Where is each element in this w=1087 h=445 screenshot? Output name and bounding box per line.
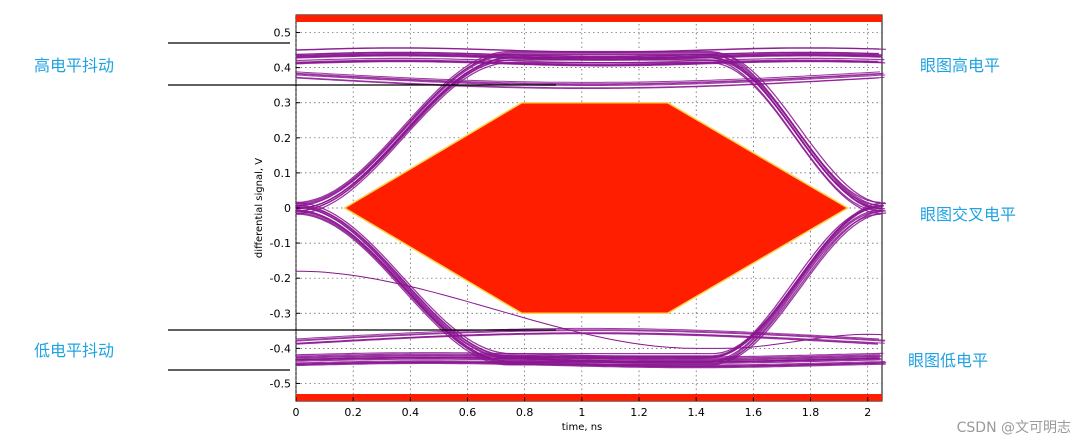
limit-bars: [296, 15, 882, 401]
eye-trace-bottom-rail: [295, 357, 879, 363]
y-tick-label: 0.1: [274, 167, 292, 180]
y-tick-label: -0.4: [270, 342, 291, 355]
annotation-high-jitter: 高电平抖动: [34, 56, 115, 75]
y-tick-label: 0.2: [274, 132, 292, 145]
x-tick-label: 2: [864, 406, 871, 419]
eye-trace-upper-inner: [295, 77, 880, 89]
x-tick-label: 0.2: [344, 406, 362, 419]
x-axis-label: time, ns: [562, 422, 603, 433]
eye-trace-top-rail: [295, 51, 880, 58]
annotation-eye-low: 眼图低电平: [908, 351, 989, 370]
x-tick-label: 0: [293, 406, 300, 419]
x-tick-label: 0.8: [516, 406, 534, 419]
eye-trace-upper-inner: [295, 72, 884, 85]
eye-trace-upper-arc: [295, 59, 885, 212]
y-tick-label: -0.2: [270, 272, 291, 285]
eye-trace-lower-arc: [295, 213, 881, 366]
annotation-eye-high: 眼图高电平: [920, 56, 1001, 75]
eye-trace-upper-arc: [295, 50, 881, 204]
x-tick-label: 1.6: [745, 406, 763, 419]
upper-limit-bar: [296, 15, 882, 22]
x-tick-label: 1: [578, 406, 585, 419]
annotation-eye-cross: 眼图交叉电平: [920, 205, 1017, 224]
x-tick-label: 0.4: [402, 406, 420, 419]
y-tick-label: 0.5: [274, 27, 292, 40]
eye-trace-top-rail: [295, 61, 886, 67]
eye-trace-top-rail: [295, 60, 882, 66]
eye-trace-stray: [296, 270, 883, 349]
x-tick-label: 1.8: [802, 406, 820, 419]
eye-trace-top-rail: [295, 59, 879, 65]
y-tick-label: 0.3: [274, 97, 292, 110]
eye-trace-lower-arc: [295, 210, 886, 363]
eye-mask-polygon: [343, 101, 850, 315]
eye-trace-lower-arc: [295, 206, 882, 359]
annotation-low-jitter: 低电平抖动: [34, 341, 115, 360]
y-tick-label: 0.4: [274, 62, 292, 75]
x-tick-label: 0.6: [459, 406, 477, 419]
eye-trace-lower-arc: [295, 205, 885, 358]
eye-trace-bottom-rail: [295, 362, 886, 369]
eye-trace-lower-inner: [295, 329, 886, 341]
y-axis-label: differential signal, V: [254, 158, 265, 258]
eye-trace-lower-inner: [295, 332, 879, 345]
x-tick-label: 1.4: [687, 406, 705, 419]
eye-trace-upper-inner: [295, 74, 886, 86]
annotation-guide-lines: [168, 42, 556, 371]
eye-trace-upper-inner: [295, 73, 882, 86]
y-tick-label: -0.5: [270, 377, 291, 390]
eye-trace-upper-inner: [295, 76, 885, 89]
eye-traces: [295, 47, 887, 369]
eye-trace-upper-inner: [295, 71, 881, 83]
eye-trace-lower-inner: [295, 327, 880, 340]
y-tick-label: -0.3: [270, 307, 291, 320]
x-tick-label: 1.2: [630, 406, 648, 419]
eye-trace-bottom-rail: [295, 355, 881, 361]
eye-trace-upper-arc: [295, 52, 887, 205]
eye-trace-lower-arc: [295, 212, 887, 365]
eye-trace-top-rail: [295, 54, 880, 60]
lower-limit-bar: [296, 394, 882, 401]
y-tick-label: 0: [284, 202, 291, 215]
y-tick-label: -0.1: [270, 237, 291, 250]
eye-trace-lower-inner: [295, 330, 885, 342]
watermark: CSDN @文可明志: [956, 420, 1071, 436]
eye-mask: [343, 101, 850, 315]
axis-ticks: 0 0.2 0.4 0.6 0.8 1 1.2 1.4 1.6 1.8 2 0.5 0.4 0.3 0.2 0…: [270, 27, 872, 419]
